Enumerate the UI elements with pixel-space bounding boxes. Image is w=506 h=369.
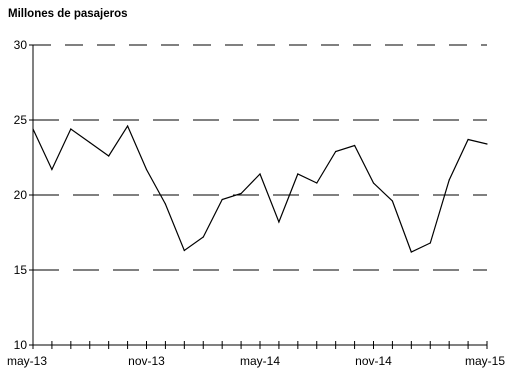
data-point	[70, 128, 72, 130]
data-point	[353, 144, 356, 147]
y-tick-label: 15	[14, 263, 28, 277]
y-tick-label: 30	[14, 38, 28, 52]
data-point	[145, 168, 148, 171]
data-point	[316, 182, 318, 184]
data-point	[429, 242, 431, 244]
data-point	[164, 203, 167, 205]
data-point	[240, 192, 242, 195]
data-point	[391, 200, 394, 202]
data-point	[297, 173, 299, 175]
x-tick-label: nov-14	[355, 354, 392, 368]
x-tick-label: nov-13	[128, 354, 165, 368]
x-tick-label: may-15	[465, 354, 505, 368]
data-point	[126, 125, 129, 127]
data-point	[335, 150, 337, 153]
data-point	[183, 249, 185, 252]
data-point	[202, 236, 204, 238]
data-point	[448, 179, 450, 181]
data-point	[410, 251, 412, 253]
data-point	[32, 128, 34, 130]
data-point	[108, 155, 110, 157]
x-tick-label: may-14	[240, 354, 280, 368]
y-tick-label: 25	[14, 113, 28, 127]
x-tick-label: may-13	[7, 354, 47, 368]
data-point	[486, 143, 488, 145]
series-line-0	[32, 124, 488, 253]
data-point	[372, 182, 375, 184]
data-point	[278, 221, 280, 223]
chart-title: Millones de pasajeros	[8, 8, 128, 20]
data-point	[221, 198, 223, 201]
data-point	[51, 168, 53, 171]
y-tick-label: 10	[14, 338, 28, 352]
y-tick-label: 20	[14, 188, 28, 202]
data-point	[259, 173, 261, 175]
data-point	[89, 141, 91, 144]
data-point	[467, 138, 469, 141]
